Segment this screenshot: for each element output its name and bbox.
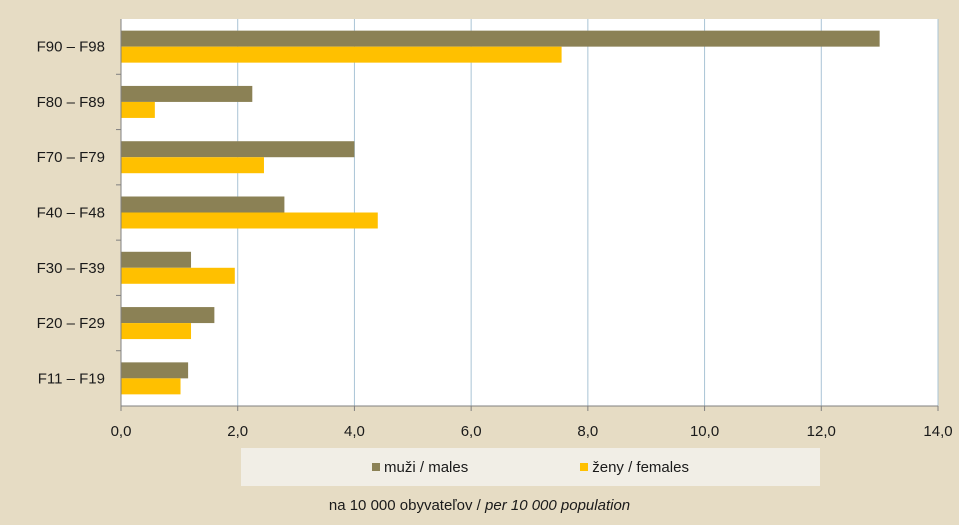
bar-females <box>121 212 378 229</box>
bar-females <box>121 46 562 63</box>
category-label: F70 – F79 <box>37 149 105 166</box>
x-tick-label: 6,0 <box>461 423 482 440</box>
x-tick-label: 0,0 <box>111 423 132 440</box>
units-note: na 10 000 obyvateľov / per 10 000 popula… <box>0 497 959 514</box>
x-tick-label: 10,0 <box>690 423 719 440</box>
x-tick-label: 2,0 <box>227 423 248 440</box>
category-label: F20 – F29 <box>37 315 105 332</box>
x-tick-label: 14,0 <box>923 423 952 440</box>
x-tick-label: 4,0 <box>344 423 365 440</box>
x-tick-label: 8,0 <box>577 423 598 440</box>
bar-males <box>121 362 189 379</box>
bar-males <box>121 141 355 158</box>
legend-item-females: ženy / females <box>580 459 689 476</box>
bar-females <box>121 378 181 395</box>
category-label: F11 – F19 <box>38 370 105 387</box>
units-note-italic: per 10 000 population <box>485 497 631 514</box>
bar-males <box>121 196 285 213</box>
legend-label-females: ženy / females <box>592 458 689 476</box>
legend-item-males: muži / males <box>372 459 468 476</box>
legend-swatch-females <box>580 463 589 471</box>
category-label: F80 – F89 <box>37 94 105 111</box>
bar-males <box>121 85 253 102</box>
bars <box>121 30 880 395</box>
axes: 0,0 2,0 4,0 6,0 8,0 10,0 12,0 14,0 F90 – F98 F80 … <box>37 19 953 440</box>
bar-females <box>121 101 155 118</box>
bar-females <box>121 267 235 284</box>
bar-males <box>121 251 192 268</box>
legend-swatch-males <box>372 463 381 471</box>
bar-males <box>121 30 880 47</box>
units-note-text: na 10 000 obyvateľov / <box>328 497 486 514</box>
bar-females <box>121 157 264 174</box>
x-tick-label: 12,0 <box>807 423 836 440</box>
legend-label-males: muži / males <box>384 458 469 476</box>
chart: 0,0 2,0 4,0 6,0 8,0 10,0 12,0 14,0 F90 – F98 F80 … <box>37 19 953 440</box>
category-label: F30 – F39 <box>37 260 105 277</box>
bar-males <box>121 307 215 324</box>
legend: muži / males ženy / females <box>241 448 820 486</box>
bar-females <box>121 323 192 340</box>
category-label: F90 – F98 <box>37 39 105 56</box>
category-label: F40 – F48 <box>37 205 105 222</box>
